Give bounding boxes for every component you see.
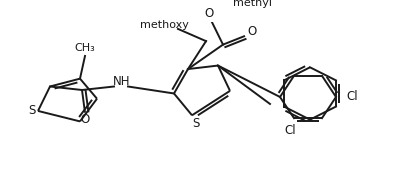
Text: methoxy: methoxy: [140, 20, 188, 30]
Text: Cl: Cl: [346, 90, 358, 104]
Text: CH₃: CH₃: [75, 43, 95, 53]
Text: S: S: [28, 104, 35, 117]
Text: NH: NH: [113, 75, 131, 88]
Text: S: S: [192, 117, 200, 130]
Text: O: O: [80, 113, 90, 126]
Text: O: O: [204, 7, 214, 20]
Text: O: O: [247, 25, 257, 38]
Text: Cl: Cl: [284, 124, 296, 137]
Text: methyl: methyl: [233, 0, 273, 8]
